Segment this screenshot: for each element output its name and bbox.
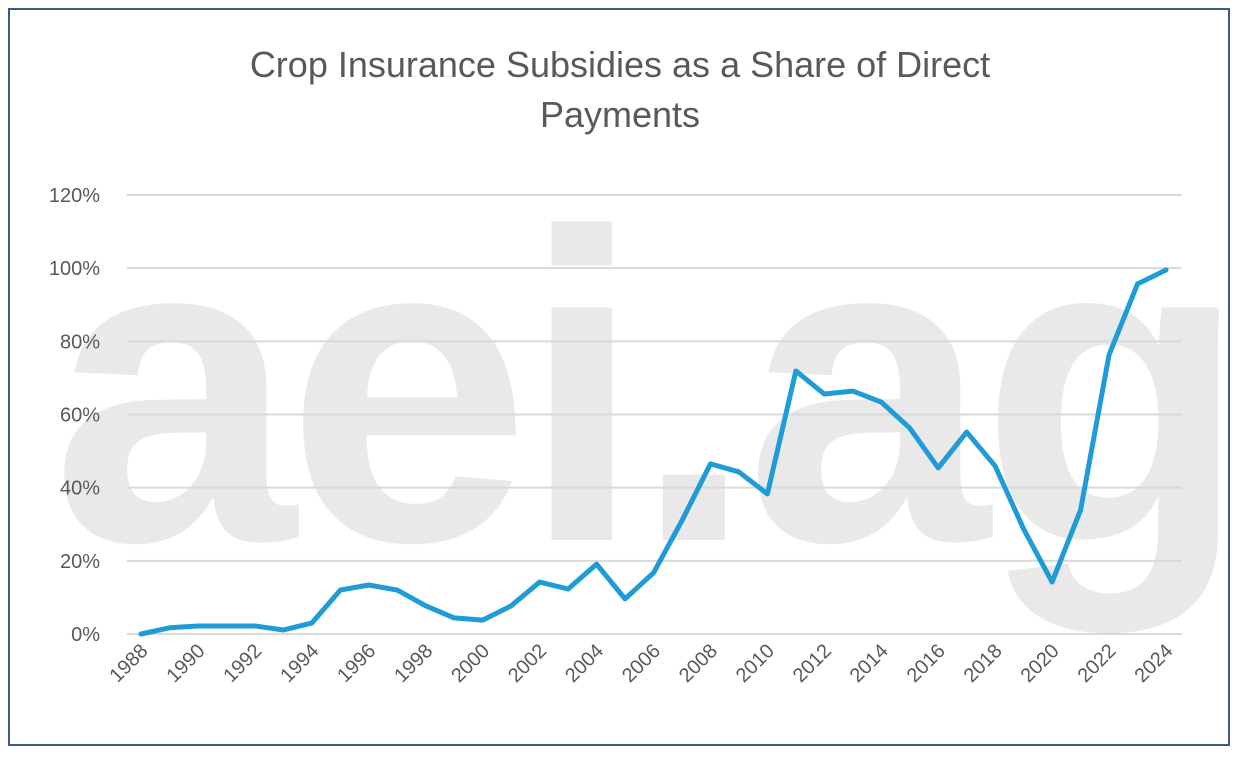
x-tick-label: 2024 bbox=[1131, 640, 1178, 687]
y-tick-label: 60% bbox=[60, 405, 100, 427]
y-tick-label: 40% bbox=[60, 478, 100, 500]
x-tick-label: 2016 bbox=[903, 640, 950, 687]
y-tick-label: 100% bbox=[49, 258, 100, 280]
x-tick-label: 2018 bbox=[960, 640, 1007, 687]
data-line bbox=[138, 267, 1169, 637]
x-tick-label: 2012 bbox=[789, 640, 836, 687]
x-tick-label: 1996 bbox=[333, 640, 380, 687]
y-tick-label: 120% bbox=[49, 185, 100, 207]
chart-frame bbox=[8, 8, 1230, 746]
x-tick-label: 2006 bbox=[618, 640, 665, 687]
x-tick-label: 2010 bbox=[732, 640, 779, 687]
x-tick-label: 2002 bbox=[504, 640, 551, 687]
x-tick-label: 2020 bbox=[1017, 640, 1064, 687]
x-tick-label: 1990 bbox=[162, 640, 209, 687]
x-tick-label: 1994 bbox=[276, 640, 323, 687]
y-tick-label: 80% bbox=[60, 331, 100, 353]
x-tick-label: 1998 bbox=[390, 640, 437, 687]
watermark: aei.ag bbox=[51, 143, 1238, 636]
chart-title: Crop Insurance Subsidies as a Share of D… bbox=[249, 44, 991, 135]
x-tick-label: 2000 bbox=[447, 640, 494, 687]
y-tick-label: 0% bbox=[71, 624, 100, 646]
x-tick-label: 1992 bbox=[219, 640, 266, 687]
x-tick-label: 2022 bbox=[1074, 640, 1121, 687]
x-tick-label: 2004 bbox=[561, 640, 608, 687]
y-tick-label: 20% bbox=[60, 551, 100, 573]
x-tick-label: 2008 bbox=[675, 640, 722, 687]
x-tick-label: 1988 bbox=[106, 640, 153, 687]
x-tick-label: 2014 bbox=[846, 640, 893, 687]
